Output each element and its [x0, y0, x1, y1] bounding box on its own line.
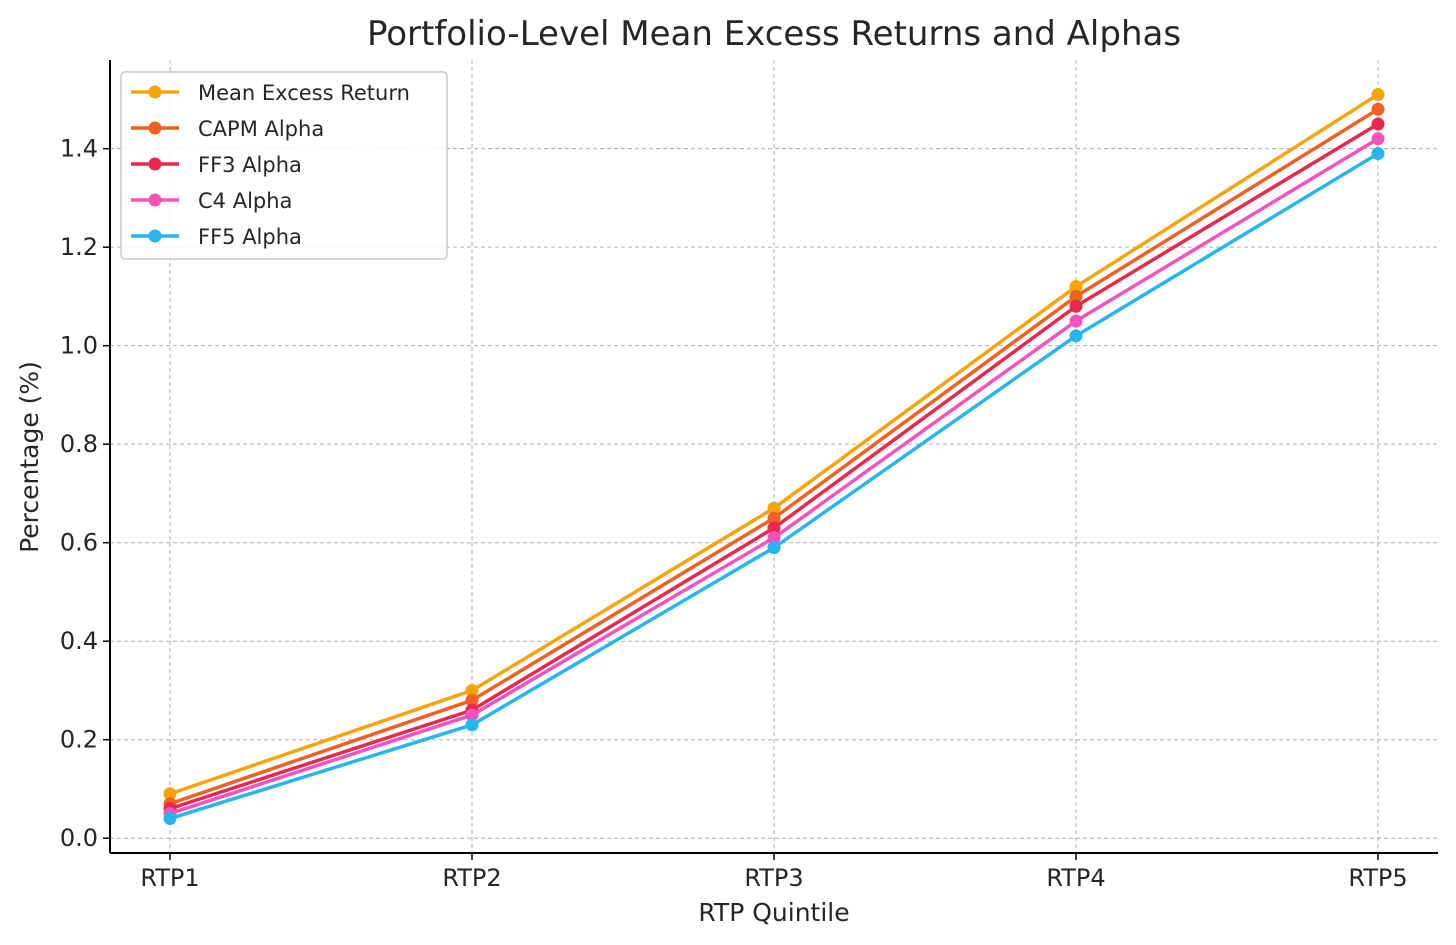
legend-item: CAPM Alpha — [131, 117, 324, 141]
x-tick-label: RTP4 — [1046, 864, 1105, 892]
legend-swatch-marker — [148, 121, 162, 135]
series-group — [163, 87, 1385, 801]
chart-title: Portfolio-Level Mean Excess Returns and … — [367, 14, 1181, 54]
legend-label: Mean Excess Return — [198, 81, 410, 105]
y-axis-label: Percentage (%) — [15, 361, 44, 553]
legend-swatch-marker — [148, 193, 162, 207]
data-point — [1069, 280, 1083, 294]
legend-item: C4 Alpha — [131, 189, 292, 213]
data-point — [465, 683, 479, 697]
legend-item: FF5 Alpha — [131, 225, 302, 249]
data-point — [1069, 314, 1083, 328]
series-group — [163, 147, 1385, 826]
data-point — [767, 531, 781, 545]
legend-box — [120, 71, 448, 260]
data-point — [1371, 87, 1385, 101]
legend-swatch-marker — [148, 229, 162, 243]
legend-label: C4 Alpha — [198, 189, 292, 213]
data-point — [1069, 329, 1083, 343]
legend-items: Mean Excess Return CAPM Alpha FF3 Alpha C4 … — [131, 81, 410, 249]
data-point — [163, 812, 177, 826]
data-point — [1371, 117, 1385, 131]
data-point — [767, 501, 781, 515]
y-tick-label: 1.2 — [60, 233, 98, 261]
y-tick-label: 0.4 — [60, 627, 98, 655]
x-tick-label: RTP5 — [1348, 864, 1407, 892]
data-point — [767, 511, 781, 525]
x-tick-label: RTP3 — [744, 864, 803, 892]
data-point — [1371, 147, 1385, 161]
data-point — [465, 718, 479, 732]
ticks: RTP1 RTP2 RTP3 RTP4 RTP5 0.0 0.2 0.4 0.6 0.8 1.0 1.… — [60, 135, 1408, 892]
data-point — [1371, 132, 1385, 146]
data-point — [465, 708, 479, 722]
x-tick-label: RTP1 — [140, 864, 199, 892]
y-tick-label: 0.6 — [60, 529, 98, 557]
data-point — [1069, 299, 1083, 313]
legend-label: FF5 Alpha — [198, 225, 302, 249]
data-point — [163, 787, 177, 801]
data-point — [465, 693, 479, 707]
data-point — [767, 521, 781, 535]
y-tick-label: 1.0 — [60, 332, 98, 360]
y-tick-label: 0.8 — [60, 430, 98, 458]
grid — [110, 60, 1438, 853]
y-tick-label: 0.2 — [60, 726, 98, 754]
legend-swatch-marker — [148, 85, 162, 99]
x-axis-label: RTP Quintile — [698, 898, 849, 927]
legend-item: FF3 Alpha — [131, 153, 302, 177]
data-point — [1069, 289, 1083, 303]
y-tick-label: 0.0 — [60, 824, 98, 852]
legend-label: FF3 Alpha — [198, 153, 302, 177]
legend: Mean Excess Return CAPM Alpha FF3 Alpha C4 … — [120, 71, 448, 260]
x-tick-label: RTP2 — [442, 864, 501, 892]
legend-item: Mean Excess Return — [131, 81, 410, 105]
legend-label: CAPM Alpha — [198, 117, 324, 141]
y-tick-label: 1.4 — [60, 135, 98, 163]
legend-swatch-marker — [148, 157, 162, 171]
data-point — [767, 541, 781, 555]
data-point — [1371, 102, 1385, 116]
series-lines — [163, 87, 1385, 826]
